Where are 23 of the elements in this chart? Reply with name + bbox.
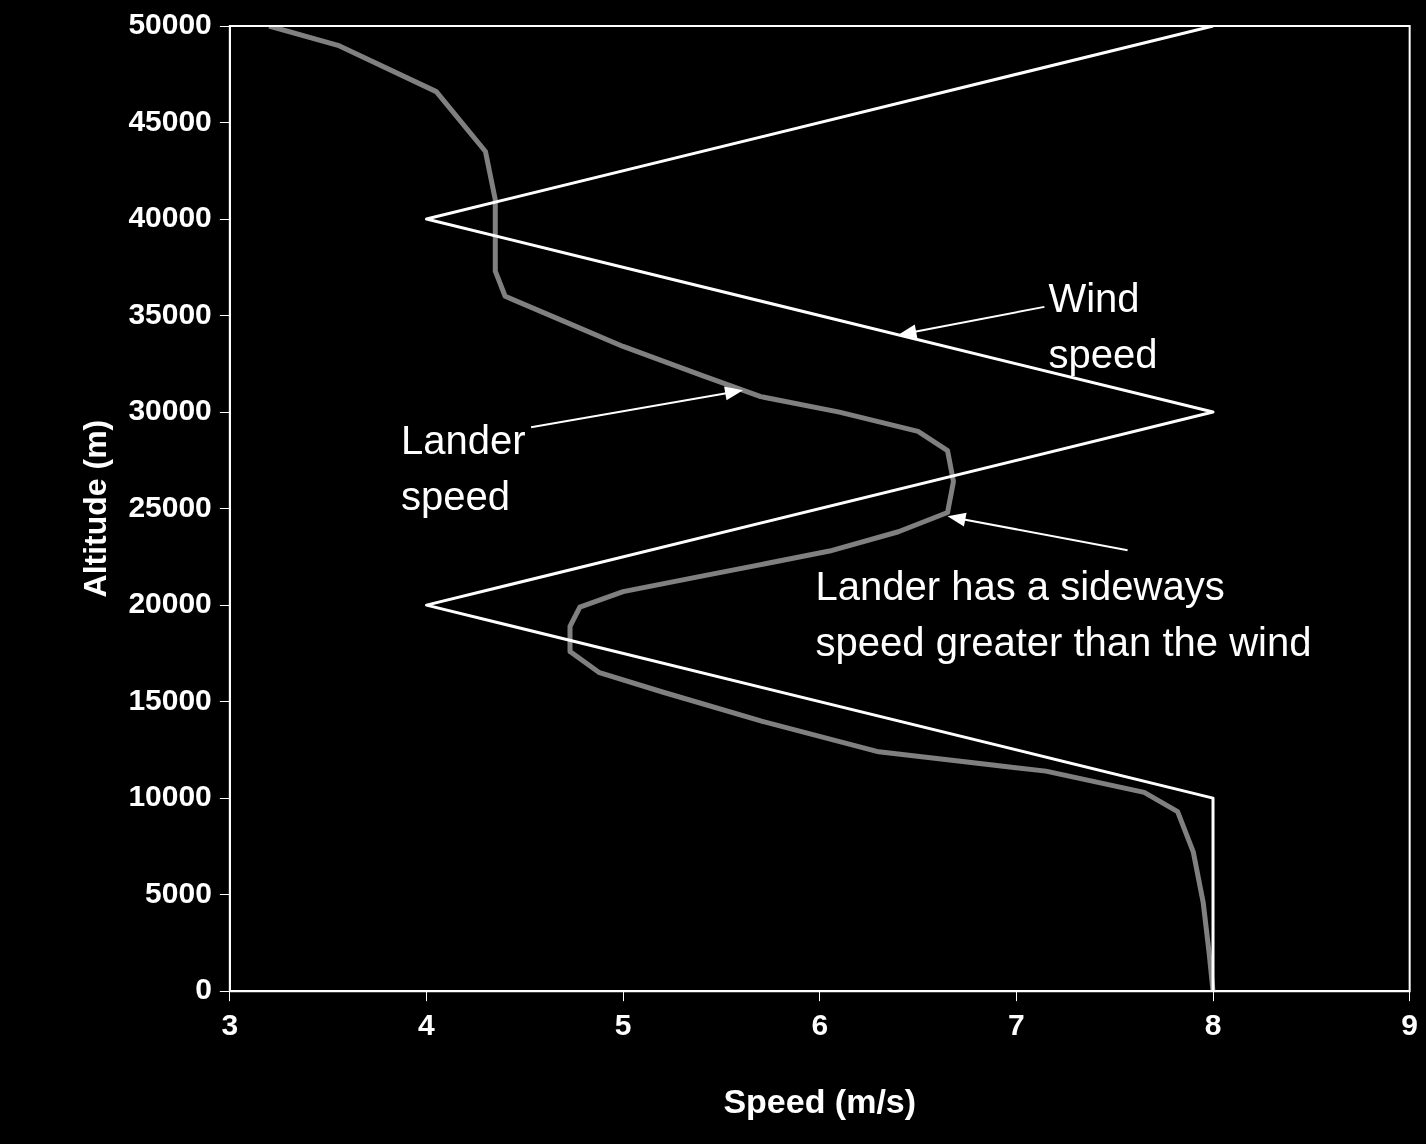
x-tick-label: 3 bbox=[221, 1008, 239, 1042]
y-tick-label: 50000 bbox=[128, 7, 212, 41]
y-tick-label: 15000 bbox=[128, 682, 212, 716]
y-tick-label: 45000 bbox=[128, 103, 212, 137]
y-axis-title: Altitude (m) bbox=[77, 419, 114, 598]
y-tick-label: 40000 bbox=[128, 200, 212, 234]
x-tick-label: 7 bbox=[1008, 1008, 1025, 1042]
y-tick-label: 0 bbox=[195, 972, 212, 1006]
x-axis-title: Speed (m/s) bbox=[723, 1081, 917, 1120]
y-tick-label: 25000 bbox=[128, 489, 212, 523]
y-tick-label: 30000 bbox=[128, 393, 212, 427]
y-tick-label: 5000 bbox=[145, 875, 212, 909]
annotation: Lander has a sideways speed greater than the wind bbox=[815, 563, 1313, 667]
y-tick-label: 35000 bbox=[128, 296, 212, 330]
x-tick-label: 5 bbox=[614, 1008, 632, 1042]
y-tick-label: 20000 bbox=[128, 586, 212, 620]
annotation: Lander speed bbox=[401, 417, 526, 521]
x-tick-label: 9 bbox=[1401, 1008, 1418, 1042]
x-tick-label: 8 bbox=[1204, 1008, 1222, 1042]
x-tick-label: 4 bbox=[418, 1008, 436, 1042]
y-tick-label: 10000 bbox=[128, 779, 212, 813]
annotation: Wind speed bbox=[1048, 274, 1158, 378]
x-tick-label: 6 bbox=[811, 1008, 829, 1042]
